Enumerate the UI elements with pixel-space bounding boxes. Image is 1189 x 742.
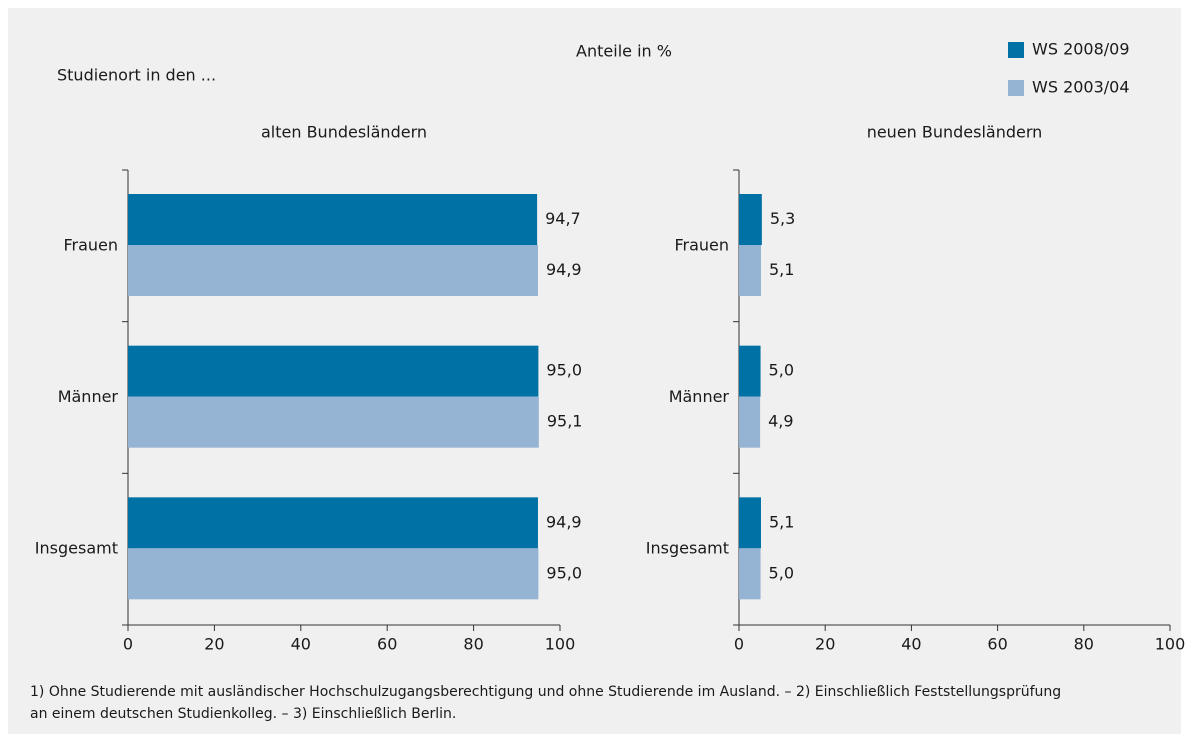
legend-label: WS 2008/09 [1032, 40, 1130, 59]
x-tick-label: 40 [291, 635, 311, 654]
bar [739, 396, 761, 448]
bar [128, 194, 538, 245]
x-tick-label: 80 [463, 635, 483, 654]
footnote: 1) Ohne Studierende mit ausländischer Ho… [30, 684, 1061, 700]
y-tick-label: Insgesamt [646, 539, 729, 558]
value-label: 5,1 [769, 512, 794, 531]
value-label: 4,9 [768, 412, 793, 431]
bar [128, 345, 539, 397]
value-label: 95,1 [547, 412, 583, 431]
x-tick-label: 20 [204, 635, 224, 654]
legend-swatch [1008, 42, 1024, 58]
value-label: 95,0 [546, 361, 582, 380]
bar [739, 245, 761, 296]
legend-label: WS 2003/04 [1032, 78, 1130, 97]
y-tick-label: Frauen [63, 235, 118, 254]
chart-title: Anteile in % [576, 42, 672, 61]
bar [739, 497, 761, 549]
bar [739, 345, 761, 397]
y-tick-label: Frauen [674, 235, 729, 254]
x-tick-label: 100 [545, 635, 576, 654]
legend-swatch [1008, 80, 1024, 96]
bar [128, 548, 539, 600]
bar [128, 396, 539, 448]
value-label: 95,0 [546, 563, 582, 582]
x-tick-label: 0 [123, 635, 133, 654]
bar [128, 497, 538, 549]
footnote: an einem deutschen Studienkolleg. – 3) E… [30, 706, 456, 722]
y-tick-label: Männer [669, 387, 730, 406]
x-tick-label: 0 [734, 635, 744, 654]
value-label: 94,9 [546, 512, 582, 531]
value-label: 5,1 [769, 260, 794, 279]
x-tick-label: 80 [1074, 635, 1094, 654]
y-tick-label: Insgesamt [35, 539, 118, 558]
value-label: 5,0 [769, 563, 794, 582]
value-label: 94,7 [545, 209, 581, 228]
x-tick-label: 20 [815, 635, 835, 654]
value-label: 94,9 [546, 260, 582, 279]
panel-title: alten Bundesländern [261, 123, 427, 142]
bar [739, 194, 762, 245]
bar [128, 245, 538, 296]
x-tick-label: 100 [1155, 635, 1186, 654]
value-label: 5,0 [769, 361, 794, 380]
x-tick-label: 60 [987, 635, 1007, 654]
axis-caption: Studienort in den ... [57, 66, 216, 85]
value-label: 5,3 [770, 209, 795, 228]
bar [739, 548, 761, 600]
x-tick-label: 60 [377, 635, 397, 654]
y-tick-label: Männer [58, 387, 119, 406]
panel-title: neuen Bundesländern [867, 123, 1043, 142]
x-tick-label: 40 [901, 635, 921, 654]
